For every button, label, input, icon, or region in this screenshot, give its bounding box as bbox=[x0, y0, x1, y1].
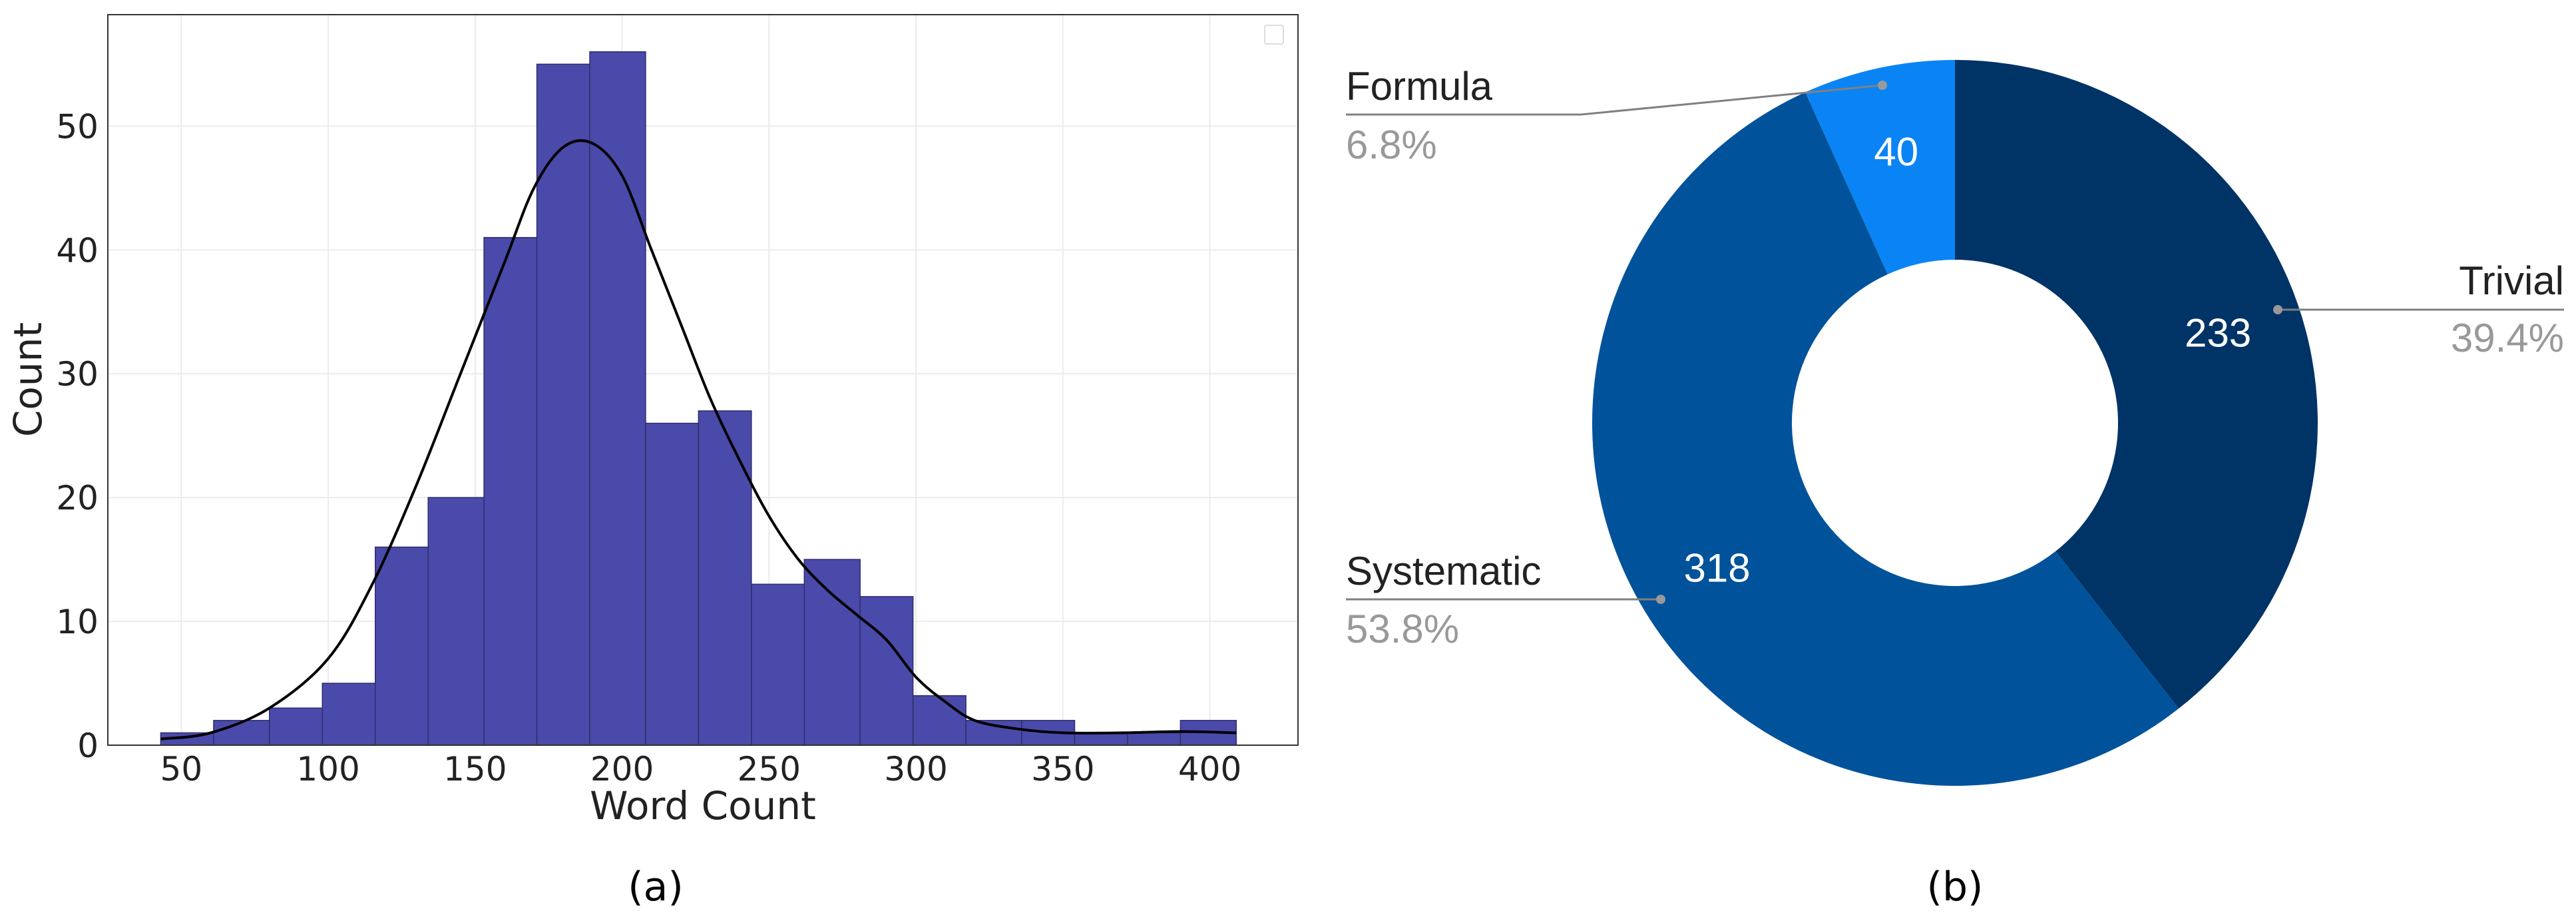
x-tick-label: 50 bbox=[160, 750, 203, 788]
donut-slice-trivial bbox=[1955, 60, 2318, 709]
x-tick-label: 300 bbox=[884, 750, 947, 788]
plot-frame bbox=[107, 14, 1299, 746]
x-tick-label: 100 bbox=[296, 750, 359, 788]
histogram-bars bbox=[160, 51, 1237, 746]
donut-slice-systematic bbox=[1592, 92, 2179, 786]
histogram-bar bbox=[859, 596, 914, 746]
callout-formula: Formula 6.8% bbox=[1346, 64, 1887, 167]
histogram-bar bbox=[483, 236, 538, 746]
x-axis-label: Word Count bbox=[590, 783, 816, 828]
leader-line-formula bbox=[1346, 84, 1883, 116]
panel-a-caption: (a) bbox=[628, 864, 684, 910]
leader-dot-trivial bbox=[2273, 305, 2282, 314]
histogram-chart: 50 100 150 200 250 300 350 400 0 10 20 30 40 50 Word… bbox=[5, 14, 1299, 910]
y-tick-label: 50 bbox=[56, 107, 99, 146]
slice-value-labels: 233 318 40 bbox=[1683, 129, 2251, 590]
slice-value-systematic: 318 bbox=[1683, 546, 1750, 591]
panel-b-caption: (b) bbox=[1927, 864, 1984, 910]
y-tick-label: 40 bbox=[56, 231, 99, 270]
histogram-bar bbox=[912, 695, 966, 746]
y-tick-label: 0 bbox=[77, 727, 99, 765]
histogram-bar bbox=[427, 497, 485, 746]
x-tick-label: 350 bbox=[1031, 750, 1094, 788]
histogram-bar bbox=[269, 707, 323, 746]
leader-dot-systematic bbox=[1656, 595, 1665, 604]
histogram-bar bbox=[374, 546, 429, 746]
histogram-bar bbox=[589, 51, 646, 746]
y-tick-label: 10 bbox=[56, 603, 99, 641]
donut-slices bbox=[1592, 60, 2318, 786]
histogram-bar bbox=[751, 583, 805, 746]
legend-box bbox=[1264, 25, 1284, 45]
histogram-gridlines bbox=[108, 15, 1298, 746]
y-tick-label: 20 bbox=[56, 479, 99, 517]
histogram-bar bbox=[1074, 732, 1128, 746]
x-tick-label: 150 bbox=[443, 750, 507, 788]
slice-value-trivial: 233 bbox=[2185, 311, 2251, 356]
histogram-bar bbox=[803, 559, 861, 746]
histogram-bar bbox=[698, 410, 752, 746]
slice-label-systematic: Systematic bbox=[1346, 549, 1541, 593]
x-tick-label: 200 bbox=[590, 750, 654, 788]
callout-systematic: Systematic 53.8% bbox=[1346, 549, 1665, 651]
slice-label-formula: Formula bbox=[1346, 64, 1493, 109]
slice-value-formula: 40 bbox=[1874, 129, 1918, 174]
slice-percent-systematic: 53.8% bbox=[1346, 607, 1459, 651]
slice-percent-trivial: 39.4% bbox=[2451, 316, 2564, 360]
x-tick-labels: 50 100 150 200 250 300 350 400 bbox=[160, 750, 1242, 788]
histogram-bar bbox=[536, 63, 590, 746]
kde-curve bbox=[160, 139, 1237, 741]
y-axis-label: Count bbox=[5, 322, 51, 437]
x-tick-label: 250 bbox=[738, 750, 801, 788]
histogram-bar bbox=[645, 422, 700, 746]
donut-chart: 233 318 40 Formula 6.8% Trivial 39.4% Syst… bbox=[1346, 60, 2564, 910]
callout-trivial: Trivial 39.4% bbox=[2273, 258, 2564, 360]
histogram-bar bbox=[213, 720, 270, 746]
y-tick-labels: 0 10 20 30 40 50 bbox=[56, 107, 99, 765]
slice-label-trivial: Trivial bbox=[2459, 258, 2564, 303]
donut-slice-formula bbox=[1805, 60, 1955, 274]
slice-percent-formula: 6.8% bbox=[1346, 123, 1437, 167]
leader-dot-formula bbox=[1878, 81, 1887, 90]
histogram-bar bbox=[322, 683, 376, 746]
y-tick-label: 30 bbox=[56, 355, 99, 394]
x-tick-label: 400 bbox=[1178, 750, 1241, 788]
histogram-bar bbox=[1127, 732, 1181, 746]
